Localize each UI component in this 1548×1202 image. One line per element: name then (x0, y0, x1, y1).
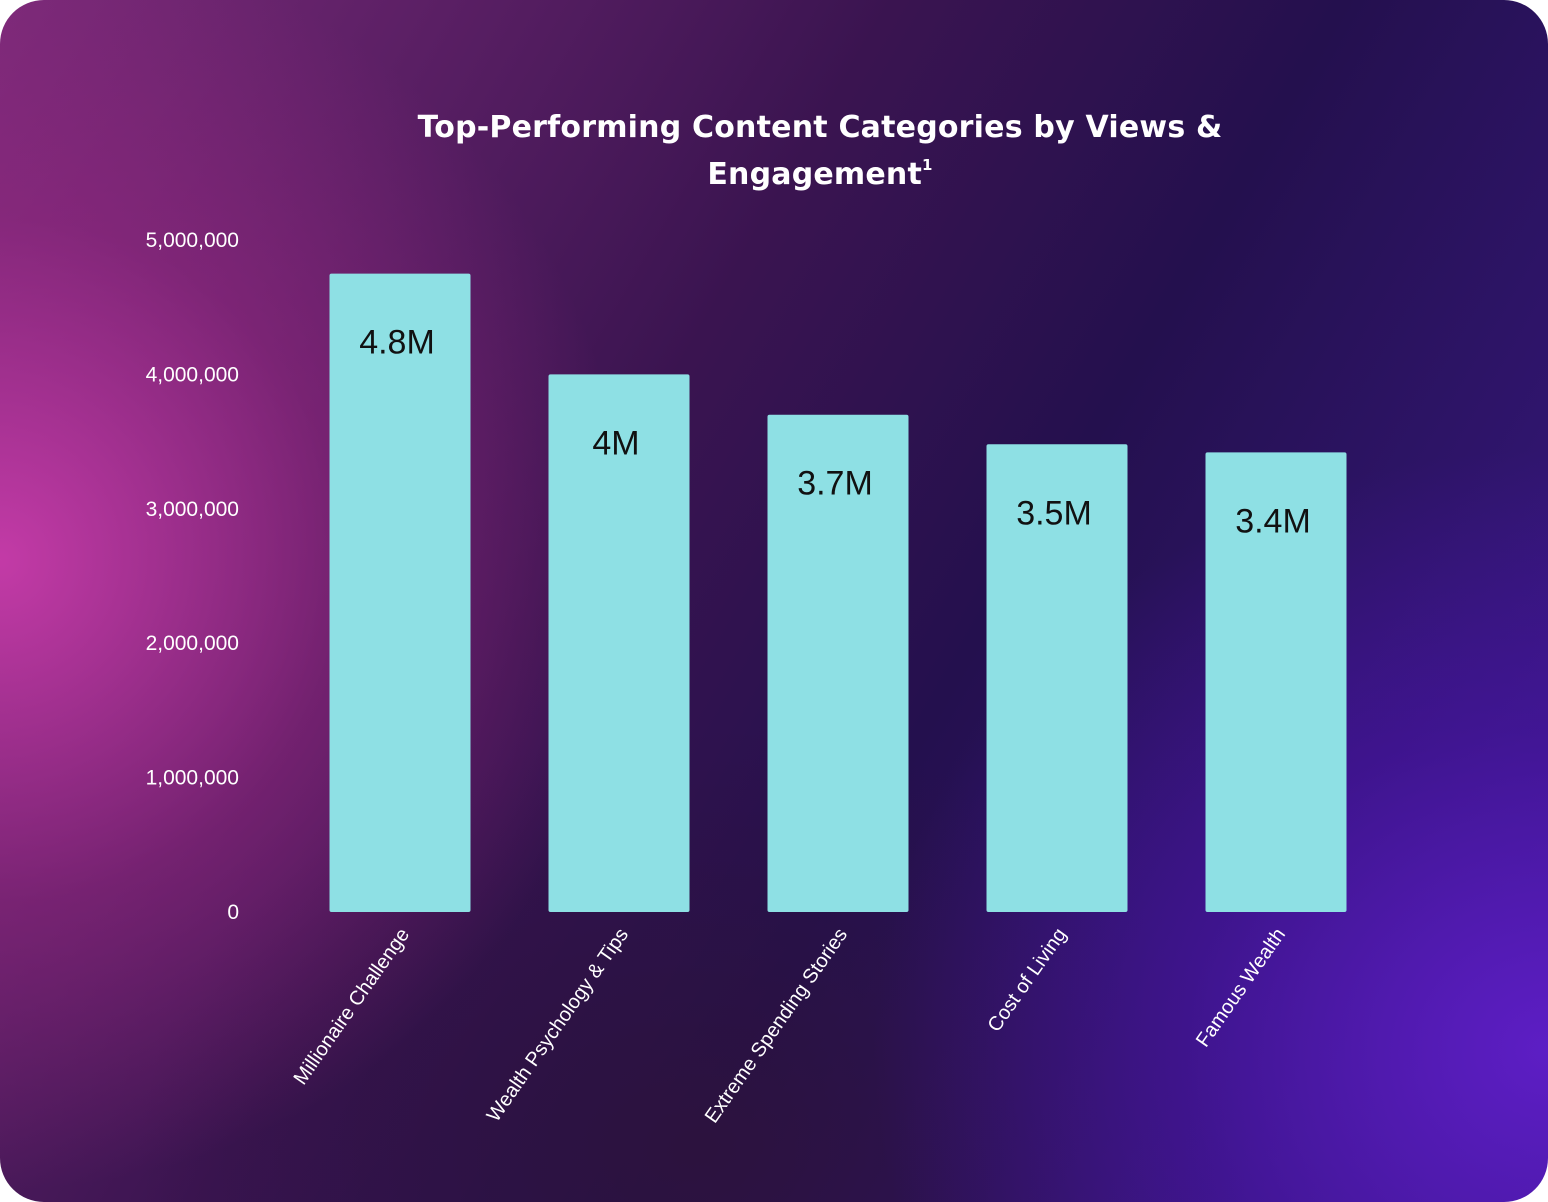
bar (767, 414, 909, 912)
x-tick-label: Wealth Psychology & Tips (483, 924, 633, 1126)
chart-title: Top-Performing Content Categories by Vie… (380, 104, 1260, 198)
y-tick-label: 0 (227, 901, 239, 924)
x-tick-label: Famous Wealth (1192, 924, 1290, 1051)
y-tick-label: 4,000,000 (146, 363, 239, 386)
x-tick-label: Cost of Living (984, 924, 1072, 1036)
x-tick-label: Extreme Spending Stories (701, 924, 852, 1127)
x-tick-label: Millionaire Challenge (290, 924, 415, 1089)
y-tick-label: 5,000,000 (146, 229, 239, 252)
y-tick-label: 2,000,000 (146, 632, 239, 655)
bar (986, 444, 1128, 912)
bar-value-label: 4M (592, 424, 639, 462)
bar (548, 374, 690, 912)
title-footnote-marker: 1 (922, 156, 933, 174)
y-tick-label: 3,000,000 (146, 498, 239, 521)
bar-value-label: 3.7M (797, 465, 873, 503)
bar (1205, 452, 1347, 912)
chart-title-text: Top-Performing Content Categories by Vie… (417, 110, 1223, 192)
bar-value-label: 3.5M (1016, 494, 1092, 532)
bar-value-label: 4.8M (359, 324, 435, 362)
y-tick-label: 1,000,000 (146, 767, 239, 790)
bar-value-label: 3.4M (1235, 502, 1311, 540)
bar (329, 273, 471, 913)
